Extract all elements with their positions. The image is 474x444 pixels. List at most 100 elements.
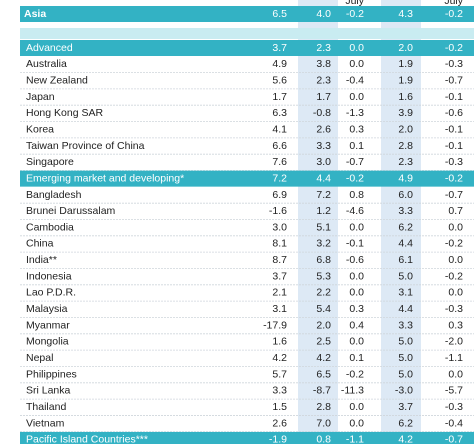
cell-value: -1.3 [346, 107, 364, 119]
row-label: Philippines [26, 368, 77, 380]
cell-value: -0.6 [445, 107, 463, 119]
cell-value: -3.0 [395, 385, 413, 397]
cell-value: 4.9 [398, 172, 413, 184]
cell-value: 2.1 [272, 287, 287, 299]
cell-value: 8.7 [272, 254, 287, 266]
cell-value: 2.3 [316, 42, 331, 54]
cell-value: 0.0 [349, 270, 364, 282]
column-highlight [298, 0, 338, 444]
cell-value: 4.4 [398, 238, 413, 250]
row-label: New Zealand [26, 74, 88, 86]
cell-value: -0.2 [346, 368, 364, 380]
cell-value: 1.7 [272, 91, 287, 103]
cell-value: 5.3 [316, 270, 331, 282]
cell-value: 1.5 [272, 401, 287, 413]
group-row-band [20, 6, 474, 22]
cell-value: 0.0 [448, 221, 463, 233]
cell-value: 4.4 [316, 172, 331, 184]
cell-value: 7.6 [272, 156, 287, 168]
row-label: Thailand [26, 401, 66, 413]
cell-value: -5.7 [445, 385, 463, 397]
cell-value: 0.0 [448, 368, 463, 380]
cell-value: 3.8 [316, 58, 331, 70]
cell-value: -0.2 [346, 172, 364, 184]
cell-value: -0.2 [445, 238, 463, 250]
cell-value: 2.0 [398, 42, 413, 54]
cell-value: -0.7 [445, 434, 463, 444]
cell-value: -0.3 [445, 401, 463, 413]
cell-value: -0.7 [445, 74, 463, 86]
cell-value: 6.9 [272, 189, 287, 201]
cell-value: 5.6 [272, 74, 287, 86]
cell-value: 4.1 [272, 123, 287, 135]
cell-value: 5.0 [398, 336, 413, 348]
row-label: Sri Lanka [26, 385, 71, 397]
cell-value: 0.0 [349, 42, 364, 54]
cell-value: 5.1 [316, 221, 331, 233]
cell-value: -1.9 [269, 434, 287, 444]
cell-value: 0.4 [349, 319, 364, 331]
cell-value: 1.6 [398, 91, 413, 103]
cell-value: -0.7 [346, 156, 364, 168]
group-row-band [20, 170, 474, 187]
cell-value: 0.0 [349, 221, 364, 233]
cell-value: 6.2 [398, 221, 413, 233]
cell-value: -0.1 [445, 123, 463, 135]
row-label: India** [26, 254, 57, 266]
cell-value: -0.4 [445, 417, 463, 429]
cell-value: 7.2 [272, 172, 287, 184]
spacer-band [20, 28, 474, 39]
row-label: Indonesia [26, 270, 72, 282]
cell-value: 0.0 [349, 58, 364, 70]
cell-value: 3.3 [272, 385, 287, 397]
cell-value: 3.1 [272, 303, 287, 315]
cell-value: 3.9 [398, 107, 413, 119]
cell-value: 6.0 [398, 189, 413, 201]
cell-value: 2.3 [398, 156, 413, 168]
cell-value: -11.3 [341, 385, 364, 397]
row-label: Mongolia [26, 336, 69, 348]
cell-value: -1.1 [445, 352, 463, 364]
cell-value: -0.2 [445, 42, 463, 54]
cell-value: 3.1 [398, 287, 413, 299]
cell-value: 3.0 [272, 221, 287, 233]
cell-value: 2.5 [316, 336, 331, 348]
cell-value: 3.0 [316, 156, 331, 168]
cell-value: 4.2 [398, 434, 413, 444]
row-label: Taiwan Province of China [26, 140, 145, 152]
row-label: Hong Kong SAR [26, 107, 103, 119]
row-label: Singapore [26, 156, 74, 168]
cell-value: 0.8 [316, 434, 331, 444]
cell-value: -0.8 [313, 107, 331, 119]
cell-value: 5.0 [398, 368, 413, 380]
cell-value: 6.3 [272, 107, 287, 119]
cell-value: -1.6 [269, 205, 287, 217]
cell-value: 6.5 [316, 368, 331, 380]
cell-value: 3.7 [272, 42, 287, 54]
cell-value: 6.1 [398, 254, 413, 266]
row-label: Pacific Island Countries*** [26, 434, 148, 444]
cell-value: 0.0 [349, 91, 364, 103]
cell-value: -0.2 [445, 270, 463, 282]
row-label: Myanmar [26, 319, 70, 331]
cell-value: -0.6 [346, 254, 364, 266]
cell-value: 7.0 [316, 417, 331, 429]
cell-value: 0.3 [349, 303, 364, 315]
cell-value: -0.7 [445, 189, 463, 201]
cell-value: -0.3 [445, 58, 463, 70]
row-label: Asia [24, 8, 46, 20]
row-label: Emerging market and developing* [26, 172, 184, 184]
cell-value: 3.3 [398, 319, 413, 331]
row-label: Lao P.D.R. [26, 287, 76, 299]
cell-value: 1.7 [316, 91, 331, 103]
cell-value: 2.8 [398, 140, 413, 152]
cell-value: 8.1 [272, 238, 287, 250]
cell-value: 7.2 [316, 189, 331, 201]
cell-value: 2.6 [316, 123, 331, 135]
cell-value: 1.6 [272, 336, 287, 348]
cell-value: 0.0 [448, 287, 463, 299]
row-label: Nepal [26, 352, 53, 364]
cell-value: 3.7 [398, 401, 413, 413]
cell-value: 2.0 [398, 123, 413, 135]
